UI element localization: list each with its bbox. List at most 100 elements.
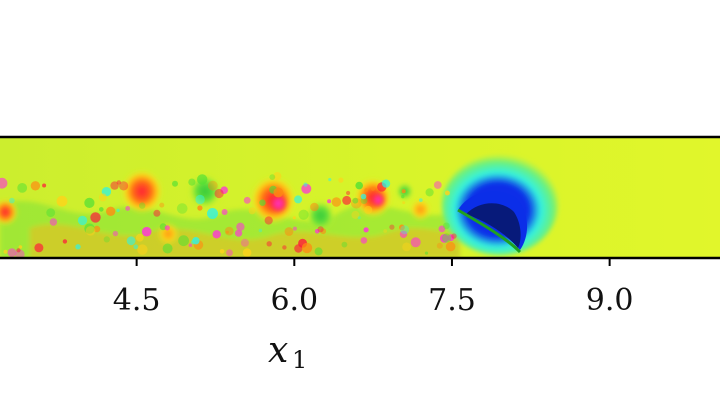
speckle (226, 249, 233, 257)
speckle (433, 181, 442, 189)
speckle (442, 233, 452, 243)
speckle (119, 181, 129, 191)
speckle (192, 237, 200, 245)
speckle (303, 182, 308, 187)
speckle (176, 203, 188, 214)
speckle (93, 225, 101, 233)
speckle (443, 222, 450, 230)
speckle (116, 180, 122, 185)
speckle (42, 183, 47, 188)
speckle (355, 181, 364, 190)
speckle (400, 225, 410, 235)
x-axis-label-main: x (268, 330, 288, 371)
speckle (352, 197, 359, 204)
speckle (264, 216, 273, 225)
speckle (438, 225, 446, 233)
speckle (62, 239, 68, 244)
speckle (34, 243, 44, 253)
speckle (248, 207, 256, 215)
speckle (49, 218, 58, 226)
speckle (258, 228, 263, 233)
speckle (363, 227, 369, 233)
speckle (266, 241, 272, 247)
speckle (106, 206, 116, 216)
speckle (162, 243, 173, 254)
speckle (445, 241, 456, 252)
vortex-warm_2 (409, 198, 431, 221)
speckle (341, 241, 348, 248)
speckle (159, 202, 165, 208)
vortex-hot (0, 198, 18, 226)
speckle (224, 226, 234, 236)
speckle (98, 193, 107, 202)
speckle (402, 201, 406, 205)
speckle (207, 208, 218, 219)
speckle (436, 242, 443, 249)
speckle (77, 215, 88, 226)
speckle (126, 236, 136, 246)
speckle (328, 178, 332, 182)
x-tick-label: 6.0 (270, 283, 318, 318)
speckle (242, 248, 252, 257)
speckle (9, 197, 15, 204)
speckle (18, 245, 23, 249)
speckle (125, 206, 131, 211)
speckle (292, 226, 297, 231)
speckle (212, 230, 221, 239)
speckle (99, 207, 104, 212)
speckle (84, 223, 95, 234)
turbulence-speckles (0, 172, 457, 258)
speckle (103, 236, 110, 243)
speckle (425, 188, 434, 197)
speckle (16, 248, 21, 253)
speckle (7, 248, 17, 257)
speckle (110, 181, 119, 190)
vortex-hot (120, 169, 163, 214)
speckle (314, 229, 320, 234)
speckle (399, 230, 408, 238)
x-tick-label: 7.5 (428, 283, 476, 318)
speckle (236, 222, 245, 231)
speckle (327, 199, 332, 204)
speckle (444, 190, 450, 196)
speckle (317, 226, 324, 233)
speckle (382, 179, 391, 188)
speckle (399, 224, 405, 231)
speckle (383, 229, 388, 233)
vortex-magenta (372, 193, 385, 207)
speckle (282, 245, 287, 250)
speckle (46, 208, 56, 218)
speckle (178, 235, 190, 247)
x-axis-label: x 1 (268, 330, 307, 374)
speckle (30, 181, 41, 191)
speckle (240, 238, 249, 247)
speckle (410, 237, 421, 248)
speckle (17, 183, 28, 193)
vortex-magenta (270, 194, 287, 213)
speckle (220, 186, 228, 194)
speckle (221, 209, 228, 215)
speckle (3, 249, 8, 254)
speckle (207, 180, 218, 191)
speckle (214, 188, 224, 199)
speckle (298, 209, 309, 220)
speckle (331, 197, 342, 207)
speckle (346, 190, 351, 196)
speckle (451, 233, 457, 239)
speckle (137, 244, 148, 255)
speckle (440, 234, 449, 243)
speckle (235, 229, 243, 237)
speckle (259, 199, 266, 206)
speckle (269, 174, 276, 181)
speckle (360, 237, 368, 244)
speckle (188, 243, 193, 247)
x-axis-label-subscript: 1 (292, 346, 307, 374)
x-axis-ticks: 4.5 6.0 7.5 9.0 (113, 258, 633, 318)
speckle (85, 226, 96, 236)
speckle (292, 216, 296, 220)
speckle (112, 230, 119, 237)
speckle (164, 225, 170, 231)
speckle (314, 247, 323, 256)
